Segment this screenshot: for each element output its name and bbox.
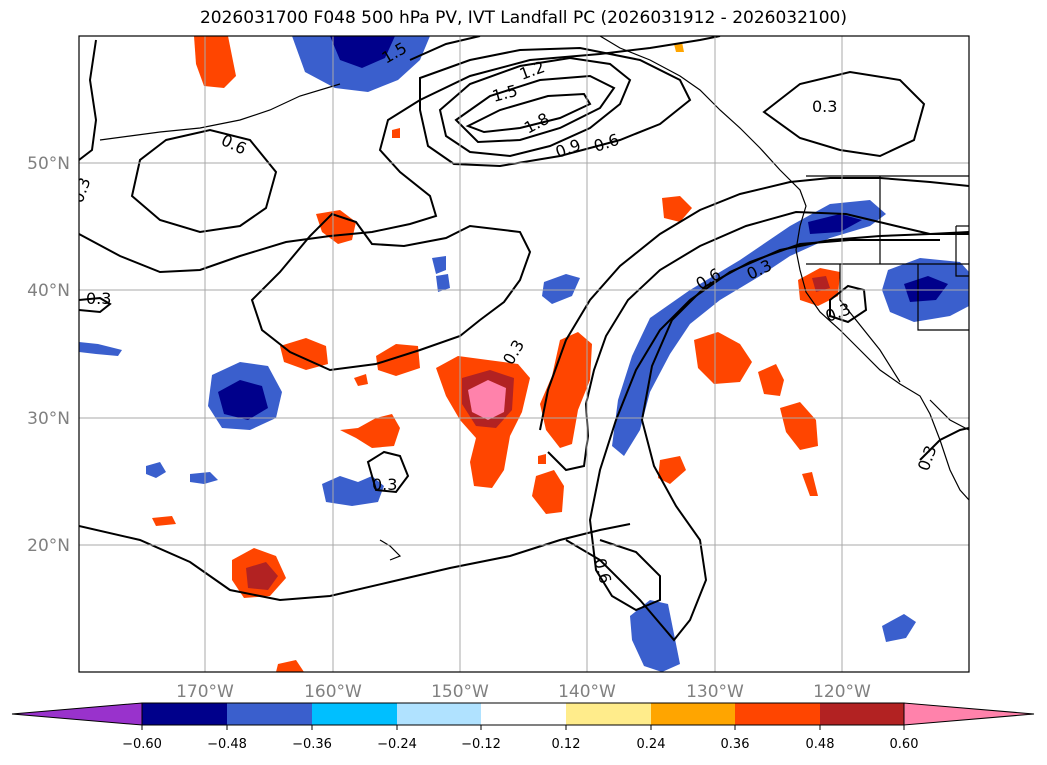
colorbar-tick-label: 0.24	[637, 737, 666, 752]
lon-label-150w: 150°W	[431, 682, 489, 702]
colorbar-tick-label: −0.48	[207, 737, 247, 752]
colorbar: −0.60 −0.48 −0.36 −0.24 −0.12 0.12 0.24 …	[11, 702, 1035, 752]
map-panel: 1.8 1.5 1.2 0.9 0.6 0.6 0.3 0.3 0.3 0.3 …	[79, 36, 969, 672]
colorbar-bin	[227, 703, 312, 725]
lat-label-30n: 30°N	[27, 409, 70, 429]
lon-label-170w: 170°W	[176, 682, 234, 702]
latitude-axis: 50°N 40°N 30°N 20°N	[27, 154, 70, 556]
colorbar-bin	[312, 703, 397, 725]
neg-blob-coastal-arc	[612, 200, 886, 456]
colorbar-bin	[735, 703, 820, 725]
lon-label-140w: 140°W	[558, 682, 616, 702]
colorbar-bin	[651, 703, 735, 725]
colorbar-bin	[142, 703, 227, 725]
colorbar-bin	[481, 703, 566, 725]
lon-label-120w: 120°W	[813, 682, 871, 702]
colorbar-tick-label: 0.60	[890, 737, 919, 752]
colorbar-tick-label: 0.36	[721, 737, 750, 752]
colorbar-bin	[820, 703, 904, 725]
pos-blob-central-peak	[468, 380, 506, 420]
colorbar-tick-label: −0.60	[122, 737, 162, 752]
contour-label: 0.3	[86, 289, 111, 308]
contour-label: 0.3	[372, 475, 397, 494]
lat-label-40n: 40°N	[27, 281, 70, 301]
colorbar-bin	[566, 703, 651, 725]
gridlines	[79, 36, 969, 672]
positive-anomaly-fills	[152, 36, 840, 672]
lat-label-50n: 50°N	[27, 154, 70, 174]
colorbar-extend-high	[903, 702, 1035, 726]
longitude-axis: 170°W 160°W 150°W 140°W 130°W 120°W	[176, 682, 871, 702]
colorbar-tick-label: 0.48	[806, 737, 835, 752]
colorbar-tick-label: −0.36	[292, 737, 332, 752]
colorbar-tick-label: −0.24	[377, 737, 417, 752]
contour-label: 0.3	[812, 97, 837, 116]
contour-03-main	[79, 36, 721, 274]
colorbar-extend-low	[11, 702, 143, 726]
colorbar-bin	[397, 703, 481, 725]
lat-label-20n: 20°N	[27, 536, 70, 556]
map-title: 2026031700 F048 500 hPa PV, IVT Landfall…	[199, 8, 847, 28]
colorbar-tick-label: −0.12	[461, 737, 501, 752]
map-frame	[78, 35, 970, 673]
lon-label-130w: 130°W	[686, 682, 744, 702]
lon-label-160w: 160°W	[304, 682, 362, 702]
neg-blob-west-edge	[79, 342, 122, 356]
colorbar-tick-label: 0.12	[552, 737, 581, 752]
coastlines	[99, 36, 969, 561]
negative-anomaly-fills	[79, 36, 969, 672]
